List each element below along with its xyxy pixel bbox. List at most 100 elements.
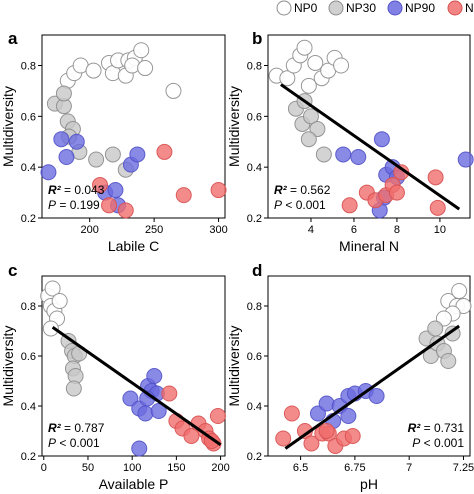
panel-letter: c	[8, 261, 17, 280]
data-point	[129, 146, 146, 163]
p-value-annotation: P < 0.001	[48, 436, 100, 450]
x-tick-label: 200	[81, 224, 99, 236]
p-value-annotation: P = 0.199	[48, 198, 100, 212]
data-point	[455, 298, 472, 314]
x-axis-label: pH	[360, 476, 378, 492]
data-point	[183, 428, 200, 444]
legend-label: NP90	[405, 1, 435, 15]
data-point	[91, 176, 108, 193]
data-point	[44, 280, 61, 297]
data-point	[457, 151, 474, 168]
y-tick-label: 0.2	[21, 213, 36, 225]
x-tick-label: 8	[394, 224, 400, 236]
y-tick-label: 0.4	[21, 401, 36, 413]
y-axis-label: Multidiversity	[0, 326, 16, 407]
y-tick-label: 0.8	[21, 61, 36, 73]
y-tick-label: 0.4	[21, 162, 36, 174]
data-point	[107, 182, 124, 199]
y-axis-label: Multidiversity	[226, 326, 242, 407]
data-point	[150, 403, 167, 419]
x-tick-label: 6.5	[293, 462, 308, 474]
y-axis-label: Multidiversity	[226, 86, 242, 167]
legend-entry-np120: NP120	[447, 0, 474, 16]
data-point	[279, 70, 296, 87]
data-point	[275, 430, 292, 447]
data-point	[165, 82, 182, 99]
r-squared-annotation: R² = 0.562	[274, 183, 331, 197]
plot-frame	[41, 275, 226, 457]
x-axis-label: Mineral N	[339, 238, 399, 254]
series-np30	[287, 93, 332, 163]
x-tick-label: 10	[434, 224, 446, 236]
regression-line	[284, 324, 461, 450]
data-point	[368, 388, 385, 404]
x-axis-label: Available P	[99, 476, 169, 492]
data-point	[65, 380, 82, 397]
panel-c: c 0.2 0.4 0.6 0.8 0 50 100 150 200 Available P Mult…	[0, 261, 230, 492]
data-point	[341, 197, 358, 214]
data-point	[85, 62, 102, 79]
data-point	[427, 169, 444, 186]
data-point	[137, 60, 154, 77]
series-np120	[341, 164, 446, 216]
x-tick-label: 250	[145, 224, 163, 236]
panel-d: d 0.2 0.4 0.6 0.8 6.5 6.75 7 7.25 pH Multidiversit…	[226, 261, 474, 492]
r-squared-annotation: R² = 0.787	[48, 421, 105, 435]
data-point	[315, 146, 332, 163]
y-tick-label: 0.2	[247, 451, 262, 463]
plot-frame	[267, 275, 471, 457]
data-point	[340, 408, 357, 424]
panel-b: b 0.2 0.4 0.6 0.8 4 6 8 10 Mineral N Multidiversit…	[226, 29, 474, 254]
series-np120	[91, 143, 227, 219]
data-point	[318, 395, 335, 412]
data-point	[440, 353, 457, 369]
y-tick-label: 0.2	[247, 213, 262, 225]
data-point	[303, 435, 320, 452]
data-point	[350, 149, 367, 165]
data-point	[296, 39, 313, 56]
x-tick-label: 7	[406, 462, 412, 474]
legend-label: NP0	[294, 1, 318, 15]
x-axis-label: Labile C	[108, 238, 159, 254]
x-tick-label: 150	[167, 462, 185, 474]
data-point	[344, 428, 361, 444]
panel-letter: d	[252, 261, 262, 280]
data-point	[373, 131, 390, 148]
legend-entry-np30: NP30	[328, 0, 376, 16]
data-point	[300, 77, 317, 94]
data-point	[427, 320, 444, 337]
legend-entry-np90: NP90	[387, 0, 435, 16]
data-point	[307, 54, 324, 71]
legend-marker	[328, 0, 344, 16]
y-tick-label: 0.4	[247, 162, 262, 174]
r-squared-annotation: R² = 0.731	[408, 421, 465, 435]
y-tick-label: 0.6	[247, 111, 262, 123]
data-point	[388, 184, 405, 201]
y-tick-label: 0.6	[21, 351, 36, 363]
y-tick-label: 0.8	[247, 301, 262, 313]
data-point	[131, 440, 148, 457]
y-tick-label: 0.6	[247, 351, 262, 363]
plot-frame	[267, 34, 471, 219]
x-tick-label: 6.75	[344, 462, 365, 474]
data-point	[101, 197, 118, 214]
legend-entry-np0: NP0	[276, 0, 318, 16]
legend-marker	[447, 0, 463, 16]
data-point	[55, 85, 72, 102]
data-point	[451, 283, 468, 299]
data-point	[335, 146, 352, 163]
data-point	[122, 390, 139, 407]
data-point	[117, 202, 134, 219]
series-np120	[275, 405, 361, 454]
x-tick-label: 7.25	[453, 462, 474, 474]
x-tick-label: 4	[308, 224, 314, 236]
data-point	[302, 108, 319, 125]
series-np0	[435, 283, 472, 327]
series-np30	[418, 320, 461, 369]
legend-marker	[387, 0, 403, 16]
data-point	[42, 320, 59, 337]
y-tick-label: 0.8	[247, 61, 262, 73]
y-axis-label: Multidiversity	[0, 86, 16, 167]
panel-letter: a	[8, 29, 18, 48]
